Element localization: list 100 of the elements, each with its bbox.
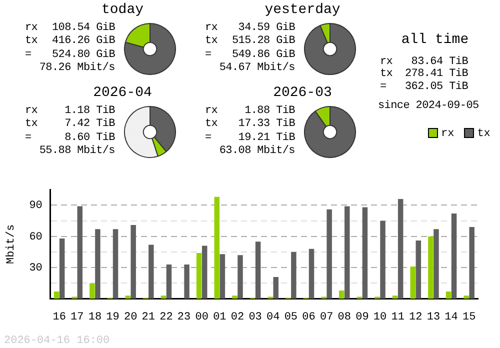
x-tick-label: 06 bbox=[302, 311, 316, 324]
bar bbox=[326, 209, 332, 299]
bar bbox=[464, 296, 469, 299]
x-tick-label: 08 bbox=[338, 311, 351, 324]
bar bbox=[380, 220, 386, 299]
text: tx bbox=[205, 35, 218, 47]
bar bbox=[273, 276, 278, 299]
bar bbox=[148, 244, 154, 299]
bar bbox=[184, 264, 190, 299]
x-tick-label: 05 bbox=[284, 311, 298, 324]
text: 108.54 GiB bbox=[52, 22, 115, 34]
bar bbox=[469, 227, 474, 299]
x-tick-label: 13 bbox=[426, 311, 440, 324]
text: rx bbox=[380, 56, 393, 68]
bar bbox=[344, 206, 350, 299]
bar bbox=[398, 198, 404, 299]
text: all time bbox=[400, 32, 470, 48]
bar bbox=[77, 206, 83, 299]
chart-title: 2026-04 bbox=[92, 85, 153, 101]
text: = bbox=[380, 81, 386, 93]
text: 549.86 GiB bbox=[232, 49, 295, 61]
legend-label: tx bbox=[476, 128, 490, 140]
text: 7.42 TiB bbox=[64, 118, 115, 130]
x-tick-label: 09 bbox=[356, 311, 369, 324]
x-tick-label: 22 bbox=[160, 311, 173, 324]
bar bbox=[255, 242, 261, 299]
bar bbox=[95, 229, 100, 299]
x-tick-label: 11 bbox=[391, 311, 405, 324]
x-tick-label: 18 bbox=[88, 311, 102, 324]
text: 54.67 Mbit/s bbox=[219, 62, 295, 74]
text: tx bbox=[205, 118, 218, 130]
text: since 2024-09-05 bbox=[378, 100, 479, 112]
bar bbox=[166, 264, 172, 299]
text: 1.18 TiB bbox=[64, 105, 115, 117]
x-tick-label: 17 bbox=[70, 311, 84, 324]
text: = bbox=[25, 132, 32, 144]
bar bbox=[130, 224, 136, 299]
x-tick-label: 19 bbox=[106, 311, 120, 324]
bar bbox=[238, 255, 243, 299]
bar bbox=[232, 296, 238, 299]
bar bbox=[90, 283, 95, 299]
text: tx bbox=[25, 118, 38, 130]
x-tick-label: 23 bbox=[177, 311, 191, 324]
x-tick-label: 20 bbox=[124, 311, 138, 324]
x-tick-label: 16 bbox=[52, 311, 66, 324]
text: rx bbox=[205, 105, 218, 117]
text: 362.05 TiB bbox=[404, 81, 468, 93]
bar bbox=[214, 196, 220, 299]
bar bbox=[428, 236, 434, 299]
bar bbox=[160, 296, 166, 299]
text: 17.33 TiB bbox=[238, 118, 295, 130]
bar bbox=[196, 253, 202, 299]
y-tick-label: 60 bbox=[29, 231, 42, 244]
text: 83.64 TiB bbox=[411, 56, 468, 68]
text: 524.80 GiB bbox=[52, 49, 115, 61]
y-tick-label: 30 bbox=[29, 262, 42, 275]
text: = bbox=[25, 49, 32, 61]
x-tick-label: 14 bbox=[444, 311, 458, 324]
text: 278.41 TiB bbox=[404, 68, 468, 80]
bar bbox=[446, 292, 452, 299]
chart-title: yesterday bbox=[264, 2, 342, 18]
text: rx bbox=[205, 22, 218, 34]
x-tick-label: 12 bbox=[409, 311, 422, 324]
bar bbox=[220, 254, 226, 299]
text: = bbox=[205, 132, 212, 144]
text: 19.21 TiB bbox=[238, 132, 295, 144]
bar bbox=[125, 296, 130, 299]
text: 78.26 Mbit/s bbox=[39, 62, 115, 74]
bar bbox=[338, 290, 344, 299]
legend-label: rx bbox=[440, 128, 454, 140]
bar bbox=[434, 229, 439, 299]
y-axis-title: Mbit/s bbox=[6, 224, 18, 264]
text: rx bbox=[25, 105, 38, 117]
text: 1.88 TiB bbox=[244, 105, 295, 117]
text: rx bbox=[25, 22, 38, 34]
x-tick-label: 01 bbox=[213, 311, 227, 324]
bar bbox=[392, 296, 398, 299]
text: 8.60 TiB bbox=[64, 132, 115, 144]
x-tick-label: 10 bbox=[373, 311, 387, 324]
x-tick-label: 21 bbox=[142, 311, 156, 324]
bar bbox=[291, 252, 296, 299]
y-tick-label: 90 bbox=[29, 200, 42, 212]
text: = bbox=[205, 49, 212, 61]
bar bbox=[410, 266, 416, 299]
x-tick-label: 15 bbox=[462, 311, 476, 324]
bar bbox=[451, 214, 457, 299]
text: 515.28 GiB bbox=[232, 35, 295, 47]
bar bbox=[362, 207, 368, 299]
x-tick-label: 03 bbox=[248, 311, 262, 324]
bar bbox=[308, 248, 314, 299]
chart-title: today bbox=[100, 2, 144, 18]
text: tx bbox=[25, 35, 38, 47]
x-tick-label: 02 bbox=[230, 311, 244, 324]
text: tx bbox=[380, 68, 393, 80]
bar bbox=[112, 229, 118, 299]
bar bbox=[416, 240, 422, 299]
x-tick-label: 00 bbox=[195, 311, 208, 324]
text: 63.08 Mbit/s bbox=[219, 145, 295, 157]
x-tick-label: 07 bbox=[320, 311, 334, 324]
text: 416.26 GiB bbox=[52, 35, 115, 47]
